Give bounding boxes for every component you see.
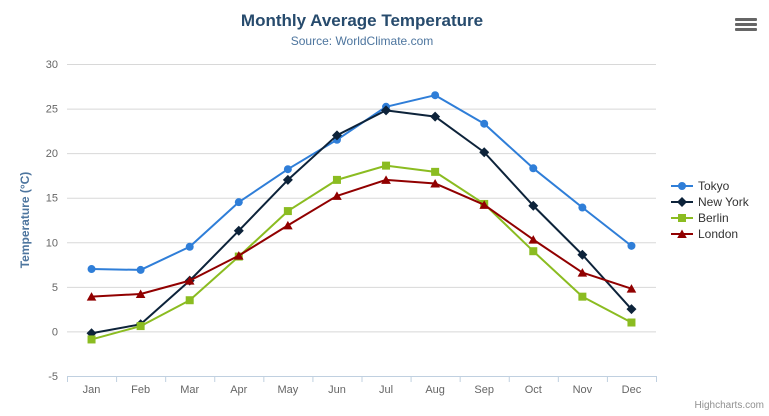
diamond-marker-icon: [671, 197, 693, 207]
x-axis-label: Jan: [83, 384, 101, 396]
y-axis-label: 25: [46, 104, 58, 116]
y-axis-label: 20: [46, 148, 58, 160]
point-berlin-dec[interactable]: [627, 318, 636, 327]
x-axis-label: Oct: [525, 384, 542, 396]
series-london-line[interactable]: [91, 178, 632, 298]
point-new-york-jul[interactable]: [381, 105, 392, 116]
point-berlin-aug[interactable]: [431, 167, 440, 176]
point-berlin-jun[interactable]: [332, 175, 341, 184]
point-tokyo-jan[interactable]: [87, 265, 96, 274]
point-new-york-sep[interactable]: [479, 147, 490, 158]
legend-label: Tokyo: [698, 179, 730, 193]
chart-subtitle: Source: WorldClimate.com: [290, 34, 434, 48]
point-new-york-aug[interactable]: [430, 111, 441, 122]
y-axis-label: 10: [46, 237, 58, 249]
point-tokyo-feb[interactable]: [136, 265, 145, 274]
triangle-marker-icon: [671, 229, 693, 238]
x-axis-label: Dec: [622, 384, 642, 396]
point-london-jan[interactable]: [86, 292, 97, 301]
point-new-york-may[interactable]: [282, 174, 293, 185]
credits-link[interactable]: Highcharts.com: [694, 400, 764, 411]
point-berlin-jul[interactable]: [382, 161, 391, 170]
point-london-jun[interactable]: [332, 191, 342, 200]
point-new-york-jun[interactable]: [331, 130, 342, 141]
point-london-nov[interactable]: [577, 268, 588, 277]
point-tokyo-mar[interactable]: [185, 242, 194, 251]
x-axis-label: Aug: [425, 384, 445, 396]
chart-title: Monthly Average Temperature: [240, 11, 484, 30]
point-new-york-nov[interactable]: [577, 249, 588, 260]
point-london-jul[interactable]: [381, 175, 391, 184]
x-axis-label: Sep: [474, 384, 494, 396]
point-tokyo-sep[interactable]: [480, 119, 489, 128]
x-axis-label: Nov: [573, 384, 593, 396]
point-london-dec[interactable]: [626, 284, 637, 293]
x-axis-label: Jun: [328, 384, 346, 396]
legend-item-tokyo[interactable]: Tokyo: [671, 178, 749, 194]
point-berlin-jan[interactable]: [87, 335, 96, 344]
x-axis-label: Feb: [131, 384, 150, 396]
x-axis-label: Mar: [180, 384, 199, 396]
point-new-york-dec[interactable]: [626, 304, 637, 315]
point-london-aug[interactable]: [430, 178, 440, 188]
point-new-york-apr[interactable]: [233, 225, 244, 236]
point-tokyo-oct[interactable]: [529, 164, 538, 173]
x-axis-label: Jul: [379, 384, 393, 396]
point-tokyo-aug[interactable]: [431, 91, 440, 100]
series-new-york-line[interactable]: [91, 109, 633, 335]
legend-label: Berlin: [698, 211, 729, 225]
point-london-feb[interactable]: [135, 289, 146, 298]
y-axis-label: 15: [46, 193, 58, 205]
export-menu-button[interactable]: [733, 15, 759, 35]
y-axis-label: 0: [52, 326, 58, 338]
point-new-york-oct[interactable]: [528, 200, 539, 211]
point-berlin-may[interactable]: [283, 207, 292, 216]
point-london-apr[interactable]: [233, 251, 244, 260]
point-london-oct[interactable]: [528, 235, 539, 244]
point-london-may[interactable]: [283, 220, 293, 230]
point-tokyo-apr[interactable]: [234, 198, 243, 207]
square-marker-icon: [671, 214, 693, 222]
hamburger-icon: [735, 17, 757, 31]
x-axis-label: May: [277, 384, 298, 396]
series-berlin-line[interactable]: [91, 164, 632, 341]
y-axis-label: 5: [52, 282, 58, 294]
point-london-mar[interactable]: [184, 276, 195, 285]
circle-marker-icon: [671, 182, 693, 190]
point-berlin-feb[interactable]: [136, 322, 145, 331]
legend-item-new-york[interactable]: New York: [671, 194, 749, 210]
point-tokyo-may[interactable]: [283, 165, 292, 174]
legend: Tokyo New York Berlin London: [671, 178, 749, 242]
legend-label: London: [698, 227, 739, 241]
y-axis-label: 30: [46, 59, 58, 71]
point-tokyo-dec[interactable]: [627, 241, 636, 250]
y-axis-title: Temperature (°C): [18, 171, 32, 269]
legend-item-berlin[interactable]: Berlin: [671, 210, 749, 226]
y-axis-label: -5: [48, 371, 58, 383]
point-berlin-nov[interactable]: [578, 292, 587, 301]
series-tokyo-line[interactable]: [91, 94, 633, 271]
x-axis-label: Apr: [230, 384, 247, 396]
point-tokyo-nov[interactable]: [578, 203, 587, 212]
legend-item-london[interactable]: London: [671, 226, 749, 242]
point-berlin-oct[interactable]: [529, 247, 538, 256]
point-berlin-mar[interactable]: [185, 296, 194, 305]
point-london-sep[interactable]: [479, 200, 490, 209]
legend-label: New York: [698, 195, 749, 209]
